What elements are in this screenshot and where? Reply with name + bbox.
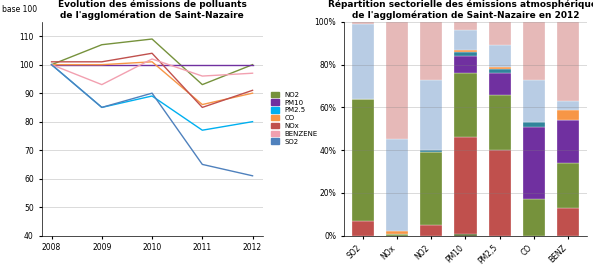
- CO: [148, 60, 155, 64]
- PM2.5: [98, 106, 106, 109]
- Bar: [489, 67, 511, 69]
- Bar: [454, 73, 477, 137]
- NOx: [148, 52, 155, 55]
- NO2: [148, 37, 155, 41]
- Bar: [420, 22, 442, 80]
- Bar: [352, 221, 374, 236]
- Line: BENZENE: BENZENE: [52, 59, 253, 85]
- PM2.5: [199, 129, 206, 132]
- Bar: [386, 139, 408, 231]
- CO: [98, 63, 106, 66]
- Bar: [557, 120, 579, 163]
- BENZENE: [148, 57, 155, 61]
- PM10: [148, 63, 155, 66]
- Bar: [386, 22, 408, 139]
- Bar: [420, 225, 442, 236]
- Bar: [489, 150, 511, 236]
- Bar: [557, 163, 579, 208]
- Bar: [454, 30, 477, 50]
- Line: PM2.5: PM2.5: [52, 65, 253, 130]
- Bar: [454, 52, 477, 56]
- Bar: [454, 22, 477, 30]
- PM10: [199, 63, 206, 66]
- NO2: [199, 83, 206, 86]
- Bar: [523, 199, 545, 236]
- Line: NO2: NO2: [52, 39, 253, 85]
- SO2: [199, 163, 206, 166]
- Bar: [489, 45, 511, 67]
- Bar: [454, 50, 477, 52]
- SO2: [98, 106, 106, 109]
- Bar: [420, 152, 442, 225]
- BENZENE: [98, 83, 106, 86]
- BENZENE: [249, 72, 256, 75]
- Title: Répartition sectorielle des émissions atmosphériques
de l'agglomération de Saint: Répartition sectorielle des émissions at…: [329, 0, 593, 20]
- Line: SO2: SO2: [52, 65, 253, 176]
- PM2.5: [48, 63, 55, 66]
- Line: NOx: NOx: [52, 53, 253, 107]
- Bar: [489, 95, 511, 150]
- NO2: [249, 63, 256, 66]
- Bar: [454, 137, 477, 233]
- NOx: [98, 60, 106, 64]
- Line: CO: CO: [52, 62, 253, 105]
- NO2: [98, 43, 106, 46]
- PM2.5: [249, 120, 256, 123]
- Title: Evolution des émissions de polluants
de l'agglomération de Saint-Nazaire: Evolution des émissions de polluants de …: [58, 0, 247, 20]
- BENZENE: [199, 75, 206, 78]
- BENZENE: [48, 63, 55, 66]
- Bar: [386, 233, 408, 236]
- NO2: [48, 63, 55, 66]
- Bar: [454, 233, 477, 236]
- Bar: [420, 150, 442, 152]
- Bar: [523, 22, 545, 80]
- CO: [48, 63, 55, 66]
- Bar: [523, 127, 545, 199]
- Legend: NO2, PM10, PM2.5, CO, NOx, BENZENE, SO2: NO2, PM10, PM2.5, CO, NOx, BENZENE, SO2: [270, 92, 318, 145]
- Bar: [420, 80, 442, 150]
- PM2.5: [148, 94, 155, 98]
- NOx: [249, 89, 256, 92]
- CO: [199, 103, 206, 106]
- PM10: [48, 63, 55, 66]
- CO: [249, 92, 256, 95]
- PM10: [249, 63, 256, 66]
- Bar: [557, 101, 579, 110]
- SO2: [48, 63, 55, 66]
- NOx: [48, 60, 55, 64]
- Bar: [523, 80, 545, 122]
- Bar: [489, 69, 511, 73]
- Bar: [352, 99, 374, 221]
- Bar: [489, 73, 511, 95]
- NOx: [199, 106, 206, 109]
- Text: base 100: base 100: [2, 5, 37, 14]
- Bar: [557, 208, 579, 236]
- Bar: [557, 110, 579, 120]
- SO2: [148, 92, 155, 95]
- Bar: [454, 56, 477, 73]
- Bar: [386, 231, 408, 233]
- Bar: [352, 22, 374, 24]
- PM10: [98, 63, 106, 66]
- Bar: [489, 22, 511, 45]
- SO2: [249, 174, 256, 178]
- Bar: [523, 122, 545, 127]
- Bar: [352, 24, 374, 99]
- Bar: [557, 22, 579, 101]
